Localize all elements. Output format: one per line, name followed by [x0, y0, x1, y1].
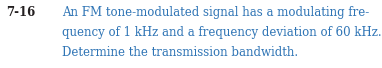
Text: 7-16: 7-16: [6, 6, 35, 19]
Text: quency of 1 kHz and a frequency deviation of 60 kHz.: quency of 1 kHz and a frequency deviatio…: [62, 26, 382, 39]
Text: An FM tone-modulated signal has a modulating fre-: An FM tone-modulated signal has a modula…: [62, 6, 369, 19]
Text: Determine the transmission bandwidth.: Determine the transmission bandwidth.: [62, 46, 298, 59]
